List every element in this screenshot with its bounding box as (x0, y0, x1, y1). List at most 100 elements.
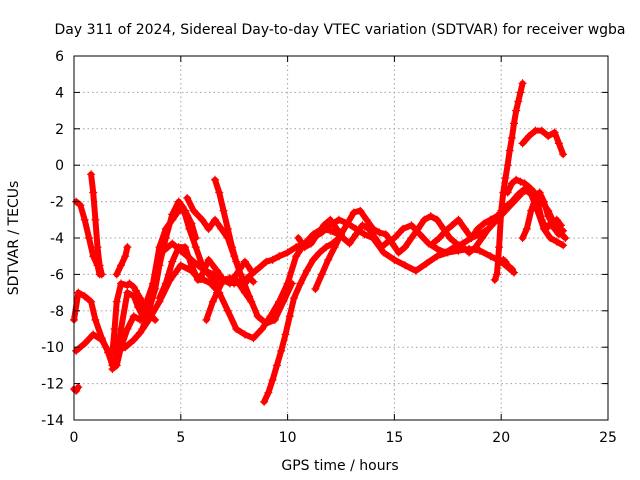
data-point (512, 106, 521, 115)
series-line (113, 244, 131, 278)
data-point (232, 257, 241, 266)
data-point (480, 219, 489, 228)
data-point (550, 128, 559, 137)
data-point (198, 264, 207, 273)
data-point (448, 221, 457, 230)
data-point (503, 161, 512, 170)
data-point (178, 203, 187, 212)
data-point (123, 288, 132, 297)
data-point (559, 226, 568, 235)
y-axis-title: SDTVAR / TECUs (6, 181, 22, 296)
data-point (213, 288, 222, 297)
data-point (349, 208, 358, 217)
data-point (296, 279, 305, 288)
data-point (377, 243, 386, 252)
data-point (292, 243, 301, 252)
data-point (210, 175, 219, 184)
data-point (281, 330, 290, 339)
data-point (223, 224, 232, 233)
data-point (516, 88, 525, 97)
data-point (240, 288, 249, 297)
data-point (537, 126, 546, 135)
data-point (174, 197, 183, 206)
data-point (371, 234, 380, 242)
data-point (176, 246, 185, 255)
data-point (548, 219, 557, 228)
data-point (460, 224, 469, 233)
data-point (512, 175, 521, 184)
data-point (168, 210, 177, 219)
data-point (138, 325, 147, 333)
data-point (236, 270, 245, 279)
y-tick-label: -10 (41, 340, 64, 356)
data-point (356, 206, 365, 215)
data-point (108, 348, 117, 357)
data-point (251, 266, 260, 275)
data-point (129, 312, 138, 321)
y-tick-label: -2 (50, 195, 64, 211)
series-s7 (108, 279, 149, 357)
data-point (473, 224, 482, 233)
y-tick-label: -14 (41, 413, 64, 429)
data-point (351, 230, 360, 239)
data-point (317, 270, 326, 279)
data-point (97, 335, 106, 344)
data-point (407, 221, 416, 230)
data-point (181, 243, 190, 252)
x-tick-label: 5 (176, 430, 185, 446)
x-tick-label: 10 (279, 430, 297, 446)
data-point (228, 243, 237, 252)
series-s23 (518, 188, 566, 242)
data-point (546, 234, 555, 242)
data-point (217, 279, 226, 288)
data-point (518, 79, 527, 88)
data-point (232, 325, 241, 333)
data-point (183, 193, 192, 202)
series-group (70, 79, 570, 406)
data-point (544, 212, 553, 221)
data-point (514, 190, 523, 199)
data-point (176, 261, 185, 270)
data-point (116, 279, 125, 288)
series-s8 (112, 243, 132, 279)
data-point (492, 270, 501, 279)
data-point (516, 177, 525, 186)
data-point (260, 397, 269, 406)
data-point (76, 201, 85, 210)
data-point (441, 248, 450, 257)
data-point (334, 215, 343, 224)
axis-ticks: 0 5 10 15 20 25 -14 -12 -10 -8 -6 -4 -2 0 2 4 6 (41, 49, 617, 446)
data-point (72, 346, 81, 355)
data-point (275, 252, 284, 261)
data-point (520, 179, 529, 188)
data-point (407, 234, 416, 242)
data-point (322, 243, 331, 252)
data-point (524, 183, 533, 192)
data-point (433, 215, 442, 224)
data-point (74, 383, 83, 392)
data-point (225, 274, 234, 283)
y-tick-label: 4 (55, 85, 64, 101)
data-point (200, 275, 209, 284)
y-tick-label: 0 (55, 158, 64, 174)
data-point (300, 243, 309, 252)
data-point (497, 206, 506, 215)
y-tick-label: 2 (55, 122, 64, 138)
data-point (112, 361, 121, 370)
data-point (168, 257, 177, 266)
data-point (287, 279, 296, 288)
data-point (441, 226, 450, 235)
data-point (80, 215, 89, 224)
data-point (490, 275, 499, 284)
data-point (161, 234, 170, 242)
series-line (212, 176, 257, 287)
data-point (379, 248, 388, 257)
data-point (136, 294, 145, 303)
data-point (221, 275, 230, 284)
series-s17 (311, 206, 506, 293)
data-point (202, 315, 211, 324)
data-point (319, 221, 328, 230)
data-point (467, 234, 476, 242)
